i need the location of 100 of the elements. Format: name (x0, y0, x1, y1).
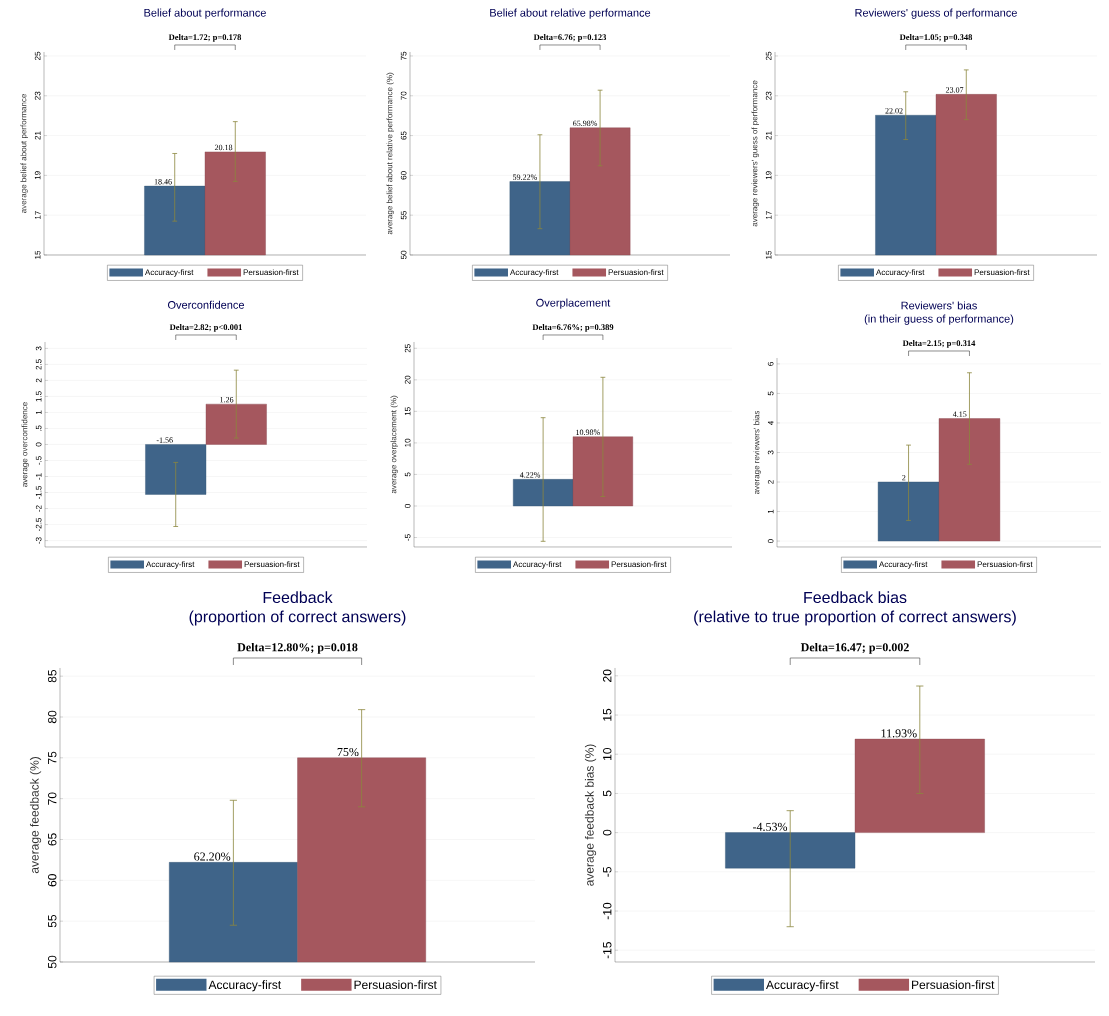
legend-label: Persuasion-first (244, 561, 300, 568)
chart-title: Overplacement (536, 298, 611, 309)
y-tick-label: -3 (35, 537, 42, 544)
y-tick-label: -1.5 (35, 485, 42, 500)
y-tick-label: 70 (47, 792, 57, 805)
data-label: 23.07 (945, 87, 964, 93)
y-tick-label: 17 (34, 211, 41, 220)
y-tick-label: 65 (47, 833, 57, 846)
data-label: 18.46 (154, 178, 172, 185)
y-tick-label: -10 (602, 902, 612, 920)
y-tick-label: -1 (35, 473, 42, 480)
legend-label: Accuracy-first (766, 980, 839, 992)
legend-label: Persuasion-first (608, 269, 664, 276)
data-label: 62.20% (194, 852, 231, 861)
data-label: 22.02 (885, 108, 903, 114)
y-tick-label: 17 (765, 211, 772, 220)
y-tick-label: 4 (767, 420, 774, 425)
y-axis-title: average belief about relative performance (%) (386, 72, 394, 235)
y-tick-label: 15 (603, 708, 612, 721)
y-tick-label: 3 (767, 450, 774, 455)
legend-label: Accuracy-first (145, 269, 194, 277)
y-tick-label: 23 (34, 91, 41, 100)
chart-title: Overconfidence (168, 300, 245, 309)
legend-label: Accuracy-first (208, 980, 282, 992)
y-tick-label: 2 (35, 378, 42, 383)
legend-label: Persuasion-first (977, 561, 1033, 568)
data-label: 2 (902, 475, 906, 481)
y-tick-label: 15 (765, 250, 772, 259)
y-tick-label: 0 (404, 504, 411, 508)
y-tick-label: 19 (765, 171, 772, 180)
y-tick-label: 75 (400, 51, 407, 60)
y-tick-label: -15 (603, 942, 612, 959)
chart-subtitle: (relative to true proportion of correct answers) (694, 610, 1016, 626)
y-axis-title: average belief about performance (20, 94, 28, 213)
y-tick-label: 10 (602, 748, 612, 760)
chart-title: Feedback (263, 591, 333, 604)
y-tick-label: 0 (602, 829, 612, 836)
y-tick-label: 5 (603, 790, 612, 797)
y-axis-title: average overplacement (%) (390, 395, 398, 494)
y-tick-label: 2.5 (35, 359, 42, 370)
y-axis-title: average feedback (%) (29, 757, 42, 874)
y-tick-label: 80 (47, 710, 57, 724)
y-tick-label: 65 (400, 131, 407, 140)
y-tick-label: 20 (602, 669, 612, 682)
legend-label: Persuasion-first (611, 561, 667, 568)
legend-label: Accuracy-first (876, 269, 925, 277)
data-label: 65.98% (573, 120, 598, 127)
y-tick-label: .5 (35, 425, 42, 432)
text: Delta=12.80%; p=0.018 (237, 642, 358, 654)
text: Delta=1.72; p=0.178 (168, 34, 242, 42)
y-tick-label: -.5 (35, 456, 42, 465)
y-tick-label: 15 (34, 250, 41, 259)
legend-label: Persuasion-first (912, 980, 995, 989)
y-axis-title: average overconfidence (21, 402, 29, 487)
chart-title: Feedback bias (804, 591, 907, 604)
legend-label: Accuracy-first (510, 269, 559, 277)
y-tick-label: 19 (34, 171, 41, 180)
data-label: 59.22% (513, 174, 537, 180)
data-label: -1.56 (156, 437, 173, 443)
y-tick-label: 1 (767, 509, 774, 514)
legend-label: Accuracy-first (879, 561, 928, 569)
data-label: 1.26 (220, 397, 234, 403)
y-tick-label: 6 (767, 362, 774, 366)
y-tick-label: -5 (603, 867, 612, 877)
chart-subtitle: (in their guess of performance) (864, 314, 1014, 325)
y-tick-label: 50 (400, 250, 407, 260)
data-label: -4.53% (752, 822, 788, 831)
text: Delta=16.47; p=0.002 (800, 642, 909, 654)
legend-label: Persuasion-first (354, 980, 437, 989)
y-tick-label: 5 (767, 391, 774, 396)
chart-title: Reviewers' guess of performance (855, 8, 1017, 19)
legend-label: Accuracy-first (513, 561, 562, 569)
y-tick-label: 21 (765, 131, 772, 140)
y-tick-label: 55 (400, 211, 407, 220)
y-tick-label: 20 (404, 375, 411, 384)
chart-title: Belief about performance (144, 8, 266, 19)
y-tick-label: 25 (404, 344, 411, 353)
y-tick-label: -5 (404, 534, 411, 541)
y-tick-label: 1 (35, 410, 42, 415)
y-tick-label: 85 (47, 669, 57, 683)
y-tick-label: 75 (48, 751, 57, 764)
y-tick-label: -2.5 (35, 518, 42, 532)
y-tick-label: 21 (34, 131, 41, 140)
text: Delta=6.76%; p=0.389 (532, 324, 614, 332)
text: Delta=1.05; p=0.348 (899, 34, 973, 42)
y-tick-label: 1.5 (35, 391, 42, 402)
y-tick-label: 60 (47, 874, 57, 887)
legend-label: Accuracy-first (146, 561, 195, 569)
y-axis-title: average reviewers' bias (753, 410, 761, 495)
y-tick-label: 60 (400, 171, 407, 180)
y-axis-title: average reviewers' guess of performance (751, 80, 759, 227)
chart-subtitle: (proportion of correct answers) (189, 610, 406, 626)
y-tick-label: 70 (400, 91, 407, 100)
text: Delta=6.76; p=0.123 (533, 34, 607, 42)
y-tick-label: 15 (404, 407, 411, 416)
text: Delta=2.82; p<0.001 (169, 324, 242, 332)
legend-label: Persuasion-first (243, 269, 299, 276)
y-tick-label: 25 (765, 51, 772, 61)
data-label: 11.93% (881, 729, 917, 738)
data-label: 4.22% (519, 472, 541, 478)
